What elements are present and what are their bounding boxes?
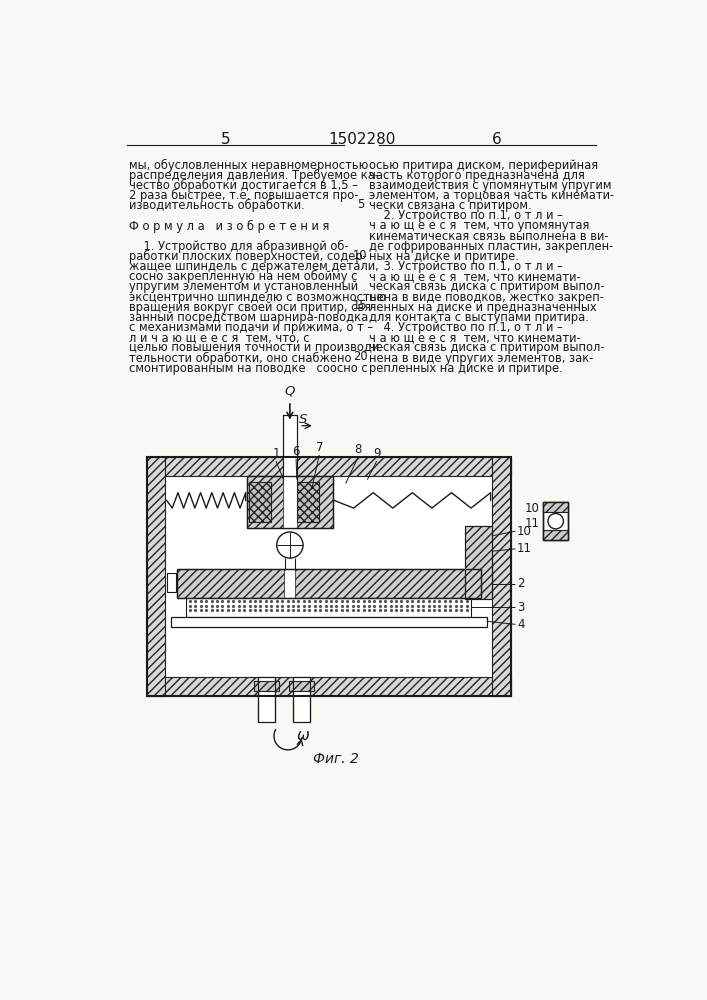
Text: 8: 8 (354, 443, 362, 456)
Text: осью притира диском, периферийная: осью притира диском, периферийная (369, 158, 598, 172)
Text: 7: 7 (315, 441, 323, 454)
Bar (284, 569, 296, 598)
Bar (283, 476, 297, 528)
Text: 5: 5 (221, 132, 230, 147)
Text: ω: ω (297, 728, 310, 744)
Bar (167, 573, 176, 592)
Bar (543, 530, 568, 540)
Bar (293, 677, 310, 722)
Text: 20: 20 (353, 350, 368, 363)
Text: изводительность обработки.: изводительность обработки. (129, 199, 305, 212)
Bar (283, 415, 297, 482)
Text: элементом, а торцовая часть кинемати-: элементом, а торцовая часть кинемати- (369, 189, 614, 202)
Bar (177, 569, 481, 598)
Text: л и ч а ю щ е е с я  тем, что, с: л и ч а ю щ е е с я тем, что, с (129, 331, 309, 344)
Bar (146, 677, 510, 696)
Text: мы, обусловленных неравномерностью: мы, обусловленных неравномерностью (129, 158, 368, 172)
Bar (543, 502, 568, 540)
Text: 10: 10 (354, 249, 368, 262)
Text: 2. Устройство по п.1, о т л и –: 2. Устройство по п.1, о т л и – (369, 209, 563, 222)
Text: ч а ю щ е е с я  тем, что упомянутая: ч а ю щ е е с я тем, что упомянутая (369, 219, 590, 232)
Text: смонтированным на поводке   соосно с: смонтированным на поводке соосно с (129, 362, 368, 375)
Text: 15: 15 (353, 299, 368, 312)
Bar (170, 617, 486, 627)
Bar (465, 526, 492, 599)
Text: репленных на диске и притире.: репленных на диске и притире. (369, 362, 563, 375)
Text: ч а ю щ е е с я  тем, что кинемати-: ч а ю щ е е с я тем, что кинемати- (369, 270, 580, 283)
Text: ных на диске и притире.: ных на диске и притире. (369, 250, 519, 263)
Text: 11: 11 (525, 517, 539, 530)
Text: 6: 6 (492, 132, 502, 147)
Text: взаимодействия с упомянутым упругим: взаимодействия с упомянутым упругим (369, 179, 612, 192)
Bar (543, 502, 568, 540)
Bar (543, 502, 568, 512)
Text: Ф о р м у л а   и з о б р е т е н и я: Ф о р м у л а и з о б р е т е н и я (129, 219, 329, 233)
Bar (165, 476, 492, 677)
Circle shape (276, 532, 303, 558)
Text: работки плоских поверхностей, содер-: работки плоских поверхностей, содер- (129, 250, 366, 263)
Text: 6: 6 (292, 445, 300, 458)
Text: с механизмами подачи и прижима, о т –: с механизмами подачи и прижима, о т – (129, 321, 373, 334)
Text: 1. Устройство для абразивной об-: 1. Устройство для абразивной об- (129, 240, 348, 253)
Text: сосно закрепленную на нем обойму с: сосно закрепленную на нем обойму с (129, 270, 357, 283)
Text: 11: 11 (517, 542, 532, 555)
Text: 1: 1 (272, 447, 280, 460)
Text: 5: 5 (357, 198, 364, 211)
Text: эксцентрично шпинделю с возможностью: эксцентрично шпинделю с возможностью (129, 291, 386, 304)
Text: Фиг. 2: Фиг. 2 (313, 752, 359, 766)
Bar (146, 457, 165, 696)
Bar (247, 476, 332, 528)
Text: кинематическая связь выполнена в ви-: кинематическая связь выполнена в ви- (369, 230, 609, 243)
Text: S: S (299, 413, 308, 426)
Bar (297, 482, 319, 522)
Text: занный посредством шарнира-поводка: занный посредством шарнира-поводка (129, 311, 368, 324)
Bar (247, 476, 332, 528)
Text: 4. Устройство по п.1, о т л и –: 4. Устройство по п.1, о т л и – (369, 321, 563, 334)
Text: тельности обработки, оно снабжено: тельности обработки, оно снабжено (129, 352, 351, 365)
Text: жащее шпиндель с держателем детали,: жащее шпиндель с держателем детали, (129, 260, 378, 273)
Text: упругим элементом и установленный: упругим элементом и установленный (129, 280, 358, 293)
Bar (255, 681, 279, 691)
Text: Q: Q (285, 385, 295, 398)
Text: 10: 10 (525, 502, 539, 515)
Text: 3: 3 (517, 601, 525, 614)
Text: 3. Устройство по п.1, о т л и –: 3. Устройство по п.1, о т л и – (369, 260, 563, 273)
Bar (289, 681, 314, 691)
Text: 9: 9 (373, 447, 380, 460)
Text: ческая связь диска с притиром выпол-: ческая связь диска с притиром выпол- (369, 280, 604, 293)
Bar (465, 526, 492, 599)
Text: де гофрированных пластин, закреплен-: де гофрированных пластин, закреплен- (369, 240, 613, 253)
Bar (258, 677, 275, 722)
Bar (492, 457, 510, 696)
Text: ческая связь диска с притиром выпол-: ческая связь диска с притиром выпол- (369, 341, 604, 354)
Text: 2 раза быстрее, т.е. повышается про-: 2 раза быстрее, т.е. повышается про- (129, 189, 358, 202)
Text: 4: 4 (517, 618, 525, 631)
Text: вращения вокруг своей оси притир, свя-: вращения вокруг своей оси притир, свя- (129, 301, 375, 314)
Bar (177, 569, 481, 598)
Text: нена в виде упругих элементов, зак-: нена в виде упругих элементов, зак- (369, 352, 593, 365)
Text: часть которого предназначена для: часть которого предназначена для (369, 169, 585, 182)
Text: нена в виде поводков, жестко закреп-: нена в виде поводков, жестко закреп- (369, 291, 604, 304)
Bar (146, 457, 510, 696)
Text: ленных на диске и предназначенных: ленных на диске и предназначенных (369, 301, 597, 314)
Bar (249, 482, 271, 522)
Circle shape (548, 513, 563, 529)
Text: ч а ю щ е е с я  тем, что кинемати-: ч а ю щ е е с я тем, что кинемати- (369, 331, 580, 344)
Text: для контакта с выступами притира.: для контакта с выступами притира. (369, 311, 589, 324)
Text: целью повышения точности и производи-: целью повышения точности и производи- (129, 341, 383, 354)
Text: 1502280: 1502280 (328, 132, 396, 147)
Text: 2: 2 (517, 577, 525, 590)
Text: распределения давления. Требуемое ка-: распределения давления. Требуемое ка- (129, 169, 379, 182)
Bar (146, 457, 510, 476)
Text: чество обработки достигается в 1,5 –: чество обработки достигается в 1,5 – (129, 179, 358, 192)
Bar (186, 598, 472, 617)
Text: 10: 10 (517, 525, 532, 538)
Text: чески связана с притиром.: чески связана с притиром. (369, 199, 532, 212)
